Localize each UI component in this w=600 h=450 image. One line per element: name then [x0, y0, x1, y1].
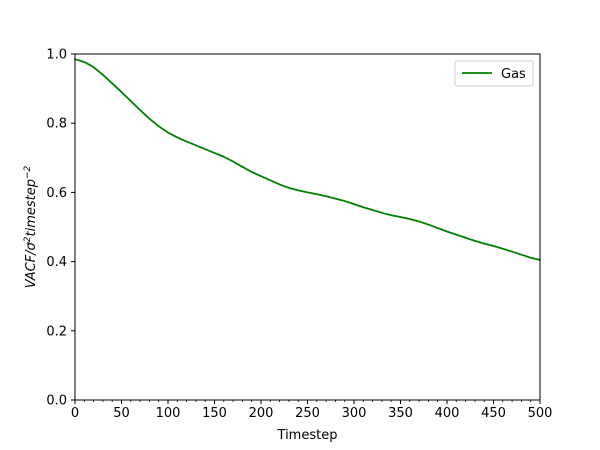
y-tick-label: 1.0	[46, 48, 67, 63]
x-tick-label: 200	[249, 406, 274, 421]
x-axis-ticks: 0 50 100 150 200 250 300 350 400 450 500	[71, 400, 553, 421]
y-tick-label: 0.2	[46, 324, 67, 339]
x-axis-label: Timestep	[277, 428, 338, 443]
x-tick-label: 150	[202, 406, 227, 421]
y-tick-label: 0.0	[46, 394, 67, 409]
legend-box	[454, 60, 534, 87]
y-axis-ticks: 0.0 0.2 0.4 0.6 0.8 1.0	[46, 48, 75, 409]
y-tick-label: 0.4	[46, 255, 67, 270]
y-tick-label: 0.6	[46, 186, 67, 201]
plot-area-frame	[74, 53, 541, 401]
x-tick-label: 250	[295, 406, 320, 421]
x-tick-label: 500	[528, 406, 553, 421]
legend-label-gas: Gas	[501, 67, 526, 82]
y-tick-label: 0.8	[46, 117, 67, 132]
y-axis-label: VACF/σ2timestep−2	[23, 165, 39, 288]
legend: Gas	[454, 60, 534, 87]
x-tick-label: 0	[71, 406, 79, 421]
x-tick-label: 50	[113, 406, 130, 421]
series-line-gas	[74, 58, 541, 261]
x-tick-label: 350	[388, 406, 413, 421]
x-tick-label: 100	[156, 406, 181, 421]
x-tick-label: 300	[342, 406, 367, 421]
x-tick-label: 450	[481, 406, 506, 421]
plot-lines	[74, 58, 541, 261]
x-tick-label: 400	[435, 406, 460, 421]
